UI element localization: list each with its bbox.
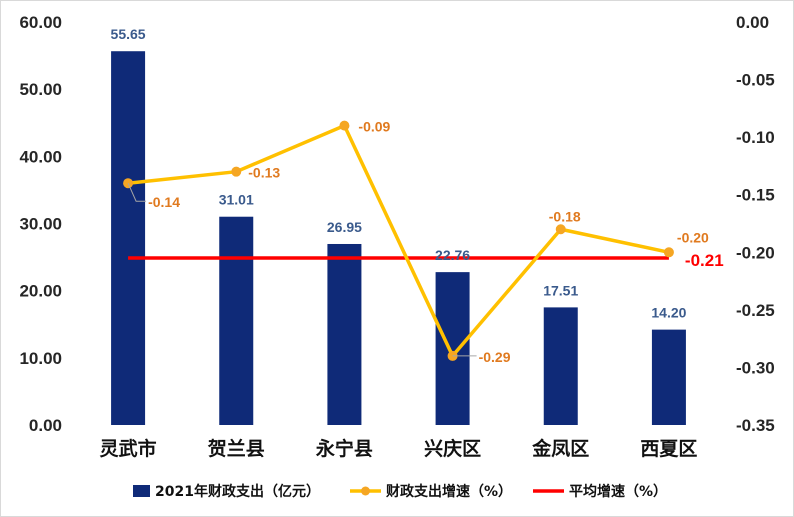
left-axis-tick-label: 30.00 bbox=[19, 215, 62, 234]
right-axis: 0.00 -0.05 -0.10 -0.15 -0.20 -0.25 -0.30 -0.35 bbox=[736, 13, 775, 435]
line-data-label: -0.18 bbox=[549, 208, 581, 224]
bar bbox=[435, 272, 470, 425]
left-axis-tick-label: 60.00 bbox=[19, 13, 62, 32]
left-axis-tick-label: 20.00 bbox=[19, 282, 62, 301]
line-data-label: -0.13 bbox=[248, 165, 280, 181]
right-axis-tick-label: -0.15 bbox=[736, 186, 775, 205]
growth-line-series bbox=[123, 120, 674, 361]
line-data-label: -0.14 bbox=[148, 194, 180, 210]
bar-data-label: 31.01 bbox=[219, 192, 254, 208]
right-axis-tick-label: -0.10 bbox=[736, 128, 775, 147]
bar-data-label: 26.95 bbox=[327, 219, 362, 235]
right-axis-tick-label: -0.20 bbox=[736, 243, 775, 262]
right-axis-tick-label: -0.05 bbox=[736, 71, 775, 90]
category-label: 灵武市 bbox=[100, 437, 157, 460]
line-data-label: -0.20 bbox=[677, 229, 709, 245]
label-leader-line bbox=[127, 182, 147, 202]
line-data-label: -0.09 bbox=[358, 119, 390, 135]
bar-data-label: 22.76 bbox=[435, 247, 470, 263]
bar bbox=[651, 329, 686, 425]
growth-line-marker bbox=[663, 247, 674, 258]
bar bbox=[327, 243, 362, 425]
bar-series bbox=[111, 51, 686, 425]
bar-data-label: 17.51 bbox=[543, 282, 578, 298]
category-label: 西夏区 bbox=[640, 438, 697, 460]
legend-swatch-marker bbox=[361, 486, 370, 496]
category-label: 兴庆区 bbox=[424, 437, 481, 460]
growth-line bbox=[127, 123, 670, 358]
growth-line-marker bbox=[339, 120, 350, 131]
left-axis: 0.00 10.00 20.00 30.00 40.00 50.00 60.00 bbox=[19, 13, 62, 435]
legend-label-average: 平均增速（%） bbox=[569, 483, 667, 500]
right-axis-tick-label: 0.00 bbox=[736, 13, 769, 32]
category-label: 金凤区 bbox=[531, 437, 589, 460]
category-axis: 灵武市 贺兰县 永宁县 兴庆区 金凤区 西夏区 bbox=[100, 437, 698, 460]
left-axis-tick-label: 10.00 bbox=[19, 349, 62, 368]
growth-line-marker bbox=[231, 166, 242, 177]
bar bbox=[111, 51, 146, 425]
left-axis-tick-label: 40.00 bbox=[19, 147, 62, 166]
line-data-label: -0.29 bbox=[479, 349, 511, 365]
bar-data-label: 14.20 bbox=[651, 305, 686, 321]
category-label: 永宁县 bbox=[315, 437, 373, 460]
bar-data-labels: 55.65 31.01 26.95 22.76 17.51 14.20 bbox=[111, 26, 687, 320]
growth-line-marker bbox=[555, 224, 566, 235]
bar-data-label: 55.65 bbox=[111, 26, 146, 42]
legend-label-bar: 2021年财政支出（亿元） bbox=[155, 483, 320, 500]
legend-label-line: 财政支出增速（%） bbox=[385, 483, 512, 500]
average-line-series: -0.21 bbox=[128, 251, 724, 270]
bar bbox=[219, 216, 254, 425]
category-label: 贺兰县 bbox=[207, 437, 265, 460]
legend-swatch-bar bbox=[133, 485, 150, 497]
right-axis-tick-label: -0.25 bbox=[736, 301, 775, 320]
average-line-label: -0.21 bbox=[685, 251, 724, 270]
left-axis-tick-label: 50.00 bbox=[19, 80, 62, 99]
left-axis-tick-label: 0.00 bbox=[29, 416, 62, 435]
right-axis-tick-label: -0.35 bbox=[736, 416, 775, 435]
line-data-labels: -0.14 -0.13 -0.09 -0.29 -0.18 -0.20 bbox=[127, 119, 709, 365]
right-axis-tick-label: -0.30 bbox=[736, 358, 775, 377]
legend: 2021年财政支出（亿元） 财政支出增速（%） 平均增速（%） bbox=[133, 483, 667, 500]
bar bbox=[543, 307, 578, 425]
